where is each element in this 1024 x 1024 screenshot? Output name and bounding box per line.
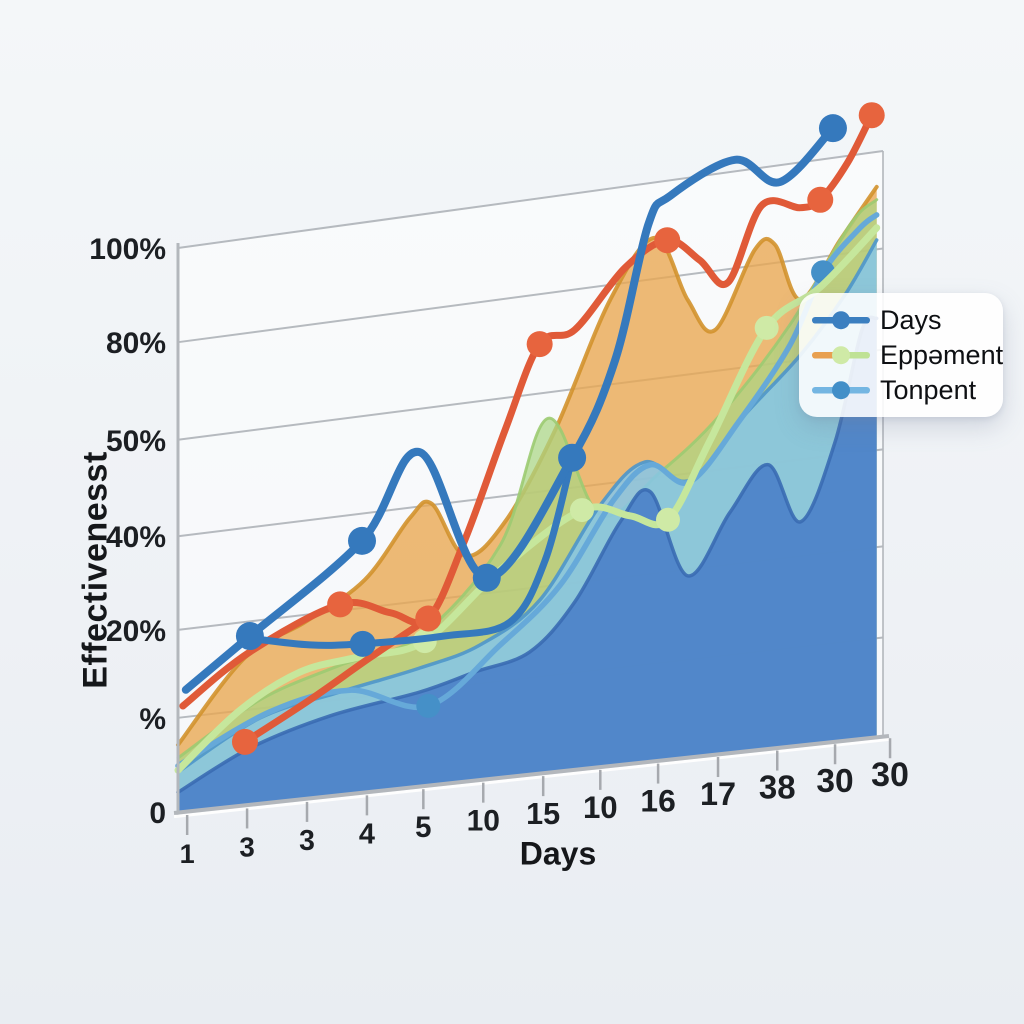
legend-swatch-days — [812, 311, 870, 330]
area-edge-orange — [176, 184, 879, 747]
dot-eppsment-branch — [231, 728, 258, 755]
x-tick-label: 30 — [871, 756, 909, 794]
x-tick-label: 16 — [640, 783, 675, 819]
dot-days — [348, 526, 377, 555]
area-edge-darkblue — [176, 315, 879, 795]
legend-label-eppsment: Eppəment — [880, 339, 1004, 370]
dot-eppsment-main — [858, 102, 885, 129]
y-tick-label: 40% — [106, 521, 166, 554]
y-tick-label: 100% — [89, 233, 166, 266]
dot-eppsment-green — [754, 315, 779, 340]
gridline — [177, 150, 884, 249]
dot-tonpent — [416, 693, 441, 718]
y-tick-label: 80% — [106, 327, 166, 360]
dot-eppsment-main — [526, 331, 553, 358]
y-tick-label: 50% — [106, 425, 166, 458]
dot-days — [558, 443, 587, 472]
x-tick-label: 30 — [816, 763, 853, 800]
x-tick-label: 17 — [700, 776, 736, 812]
x-tick-label: 3 — [299, 824, 315, 856]
legend-swatch-tonpent — [812, 381, 870, 400]
x-axis-highlight — [173, 737, 890, 819]
x-tick-label: 1 — [180, 838, 195, 869]
x-tick-label: 3 — [239, 831, 254, 862]
dot-eppsment-main — [415, 605, 442, 632]
line-eppsment-branch — [241, 615, 432, 746]
legend-item-tonpent: Tonpent — [811, 374, 991, 406]
area-darkblue — [178, 317, 877, 812]
x-axis-title: Days — [519, 835, 597, 872]
line-days-branch — [246, 454, 576, 649]
dot-eppsment-green — [655, 507, 680, 532]
y-tick-label: % — [139, 703, 166, 736]
legend-label-tonpent: Tonpent — [880, 374, 977, 405]
dot-days — [472, 563, 501, 592]
x-tick-label: 15 — [526, 797, 560, 831]
legend-label-days: Days — [880, 304, 942, 335]
dot-eppsment-main — [807, 186, 834, 213]
legend: Days Eppəment Tonpent — [799, 293, 1003, 417]
dot-days-branch — [349, 630, 376, 657]
x-tick-label: 10 — [467, 805, 500, 838]
x-tick-label: 38 — [759, 769, 796, 806]
x-tick-label: 10 — [583, 790, 618, 825]
x-axis-line — [173, 734, 890, 815]
dot-eppsment-main — [327, 591, 354, 618]
legend-item-eppsment: Eppəment — [811, 339, 1003, 371]
dot-eppsment-green — [569, 498, 594, 523]
x-tick-label: 4 — [359, 818, 375, 850]
dot-days — [235, 622, 264, 651]
y-axis-title: Effectivenesst — [76, 451, 115, 689]
legend-item-days: Days — [811, 304, 991, 336]
area-edge-green — [176, 198, 879, 760]
y-tick-label: 20% — [106, 615, 166, 648]
dot-eppsment-main — [654, 227, 681, 254]
dot-days — [818, 114, 847, 143]
y-tick-label: 0 — [149, 797, 166, 830]
legend-swatch-eppsment — [812, 346, 870, 365]
line-eppsment-main — [179, 111, 876, 710]
x-tick-label: 5 — [415, 811, 431, 844]
